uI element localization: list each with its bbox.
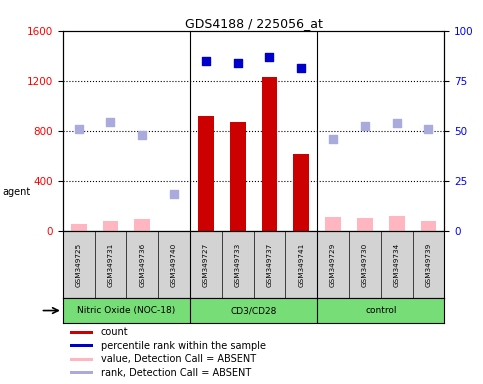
Bar: [357, 218, 373, 232]
Bar: [134, 220, 150, 232]
Bar: [71, 331, 93, 334]
Bar: [198, 116, 214, 232]
Bar: [325, 217, 341, 232]
Text: GSM349731: GSM349731: [108, 243, 114, 287]
Text: GSM349734: GSM349734: [394, 243, 399, 287]
Bar: [421, 221, 437, 232]
Text: GSM349733: GSM349733: [235, 243, 241, 287]
Point: [139, 132, 146, 138]
Text: GSM349727: GSM349727: [203, 243, 209, 287]
Point: [202, 58, 210, 64]
Bar: [293, 154, 309, 232]
Point: [361, 123, 369, 129]
Text: control: control: [365, 306, 397, 315]
Point: [75, 126, 83, 132]
Text: agent: agent: [2, 187, 30, 197]
Bar: [389, 216, 405, 232]
Point: [393, 120, 400, 126]
Point: [170, 191, 178, 197]
Point: [107, 119, 114, 125]
Text: GSM349737: GSM349737: [267, 243, 272, 287]
Point: [234, 60, 242, 66]
Bar: [71, 358, 93, 361]
Text: value, Detection Call = ABSENT: value, Detection Call = ABSENT: [101, 354, 256, 364]
Text: GSM349740: GSM349740: [171, 243, 177, 287]
Title: GDS4188 / 225056_at: GDS4188 / 225056_at: [185, 17, 323, 30]
Text: count: count: [101, 328, 128, 338]
Bar: [71, 371, 93, 374]
Text: CD3/CD28: CD3/CD28: [230, 306, 277, 315]
Point: [298, 65, 305, 71]
Point: [329, 136, 337, 142]
Text: rank, Detection Call = ABSENT: rank, Detection Call = ABSENT: [101, 367, 251, 377]
Text: percentile rank within the sample: percentile rank within the sample: [101, 341, 266, 351]
Bar: [230, 122, 246, 232]
Point: [425, 126, 432, 132]
Text: GSM349736: GSM349736: [139, 243, 145, 287]
Text: GSM349729: GSM349729: [330, 243, 336, 287]
Bar: [102, 221, 118, 232]
Text: GSM349730: GSM349730: [362, 243, 368, 287]
Bar: [71, 224, 86, 232]
Text: Nitric Oxide (NOC-18): Nitric Oxide (NOC-18): [77, 306, 175, 315]
Text: GSM349725: GSM349725: [76, 243, 82, 287]
Text: GSM349739: GSM349739: [426, 243, 431, 287]
Bar: [71, 344, 93, 348]
Bar: [261, 77, 277, 232]
Point: [266, 54, 273, 60]
Text: GSM349741: GSM349741: [298, 243, 304, 287]
